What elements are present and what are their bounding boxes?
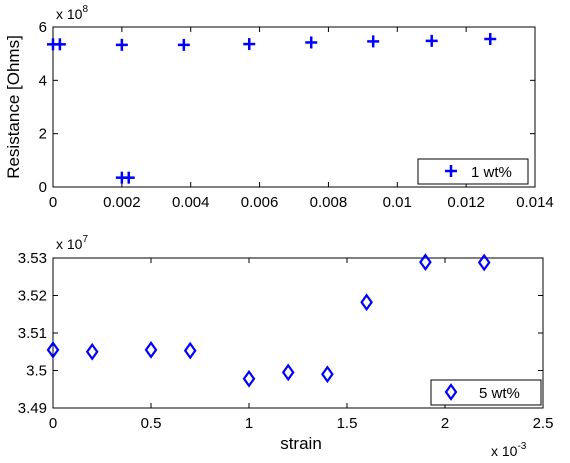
bottom-plot-data-point xyxy=(242,369,256,388)
top-plot-legend-plus-icon xyxy=(445,165,457,177)
top-plot-data-point xyxy=(425,34,438,47)
top-plot-data-point xyxy=(115,38,128,51)
bottom-plot: 0 0.5 1 1.5 2 2.5 3.493.53.513.523.53 strain … xyxy=(18,234,554,459)
bottom-plot-y-tick-label: 3.49 xyxy=(18,400,47,417)
bottom-plot-data-point xyxy=(360,293,373,312)
bottom-plot-x-tick-label: 1 xyxy=(245,415,253,432)
top-plot-legend: 1 wt% xyxy=(417,158,529,185)
top-plot-data-point xyxy=(122,171,135,184)
bottom-plot-x-multiplier: x 10-3 xyxy=(491,441,527,459)
bottom-plot-x-axis-label: strain xyxy=(280,434,322,453)
bottom-plot-x-multiplier-base: x 10 xyxy=(491,443,518,459)
bottom-plot-legend-label: 5 wt% xyxy=(479,385,520,402)
bottom-plot-data-point xyxy=(281,363,295,382)
top-plot-data-point xyxy=(305,36,318,49)
bottom-plot-legend-diamond-icon xyxy=(444,383,458,401)
top-plot-data-point xyxy=(177,38,190,51)
bottom-plot-y-tick-label: 3.5 xyxy=(26,363,47,380)
top-plot-y-axis-label: Resistance [Ohms] xyxy=(4,35,23,179)
bottom-plot-y-tick-label: 3.53 xyxy=(18,250,47,267)
top-plot-x-tick-label: 0.004 xyxy=(172,194,210,211)
top-plot-x-tick-label: 0 xyxy=(49,194,57,211)
top-plot-y-multiplier-exp: 8 xyxy=(82,4,88,15)
top-plot-x-tick-label: 0.002 xyxy=(103,194,141,211)
top-plot-y-tick-label: 4 xyxy=(39,72,47,89)
top-plot-y-multiplier: x 108 xyxy=(56,4,88,22)
top-plot-y-tick-label: 2 xyxy=(39,126,47,143)
bottom-plot-data-point xyxy=(477,253,491,272)
top-plot-data-point xyxy=(53,38,66,51)
top-plot-legend-plus-marker xyxy=(445,165,457,177)
top-plot-y-multiplier-base: x 10 xyxy=(56,6,83,22)
top-plot-x-ticks: 0 0.002 0.004 0.006 0.008 0.01 0.012 0.014 xyxy=(49,27,554,211)
bottom-plot-data-point xyxy=(321,365,334,384)
top-plot-x-tick-label: 0.012 xyxy=(447,194,485,211)
bottom-plot-x-tick-label: 2 xyxy=(441,415,449,432)
top-plot-data-point xyxy=(484,33,497,45)
bottom-plot-y-tick-label: 3.51 xyxy=(18,325,47,342)
bottom-plot-legend-diamond-marker xyxy=(444,383,458,401)
bottom-plot-x-tick-label: 0 xyxy=(49,415,57,432)
top-plot-data-point xyxy=(243,38,256,51)
top-plot-points xyxy=(47,33,497,184)
top-plot-data-point xyxy=(367,35,380,48)
bottom-plot-x-ticks: 0 0.5 1 1.5 2 2.5 xyxy=(49,258,554,432)
bottom-plot-y-tick-label: 3.52 xyxy=(18,288,47,305)
top-plot-x-tick-label: 0.014 xyxy=(516,194,554,211)
bottom-plot-data-point xyxy=(419,253,432,272)
top-plot-legend-label: 1 wt% xyxy=(471,164,512,181)
bottom-plot-y-ticks: 3.49 3.5 3.51 3.52 3.53 xyxy=(18,250,543,417)
top-plot-x-tick-label: 0.01 xyxy=(383,194,412,211)
bottom-plot-x-multiplier-exp: -3 xyxy=(517,441,526,452)
bottom-plot-data-point xyxy=(183,341,197,360)
bottom-plot-x-tick-label: 2.5 xyxy=(533,415,554,432)
bottom-plot-data-point xyxy=(144,340,158,359)
top-plot-y-tick-label: 0 xyxy=(39,179,47,196)
bottom-plot-x-tick-label: 0.5 xyxy=(141,415,162,432)
top-plot-legend-box xyxy=(417,158,529,185)
bottom-plot-data-point xyxy=(46,340,60,359)
bottom-plot-y-multiplier: x 107 xyxy=(56,234,88,252)
bottom-plot-y-multiplier-base: x 10 xyxy=(56,236,83,252)
top-plot-x-tick-label: 0.006 xyxy=(241,194,279,211)
top-plot-y-ticks: 0 2 4 6 xyxy=(39,19,535,196)
bottom-plot-y-multiplier-exp: 7 xyxy=(82,234,88,245)
bottom-plot-points xyxy=(46,253,491,388)
bottom-plot-x-tick-label: 1.5 xyxy=(337,415,358,432)
bottom-plot-data-point xyxy=(85,342,99,361)
top-plot: 0 0.002 0.004 0.006 0.008 0.01 0.012 0.014 0 2 4 6… xyxy=(4,4,554,211)
bottom-plot-legend: 5 wt% xyxy=(430,379,542,406)
top-plot-x-tick-label: 0.008 xyxy=(310,194,348,211)
bottom-plot-legend-box xyxy=(430,379,542,406)
top-plot-y-tick-label: 6 xyxy=(39,19,47,36)
